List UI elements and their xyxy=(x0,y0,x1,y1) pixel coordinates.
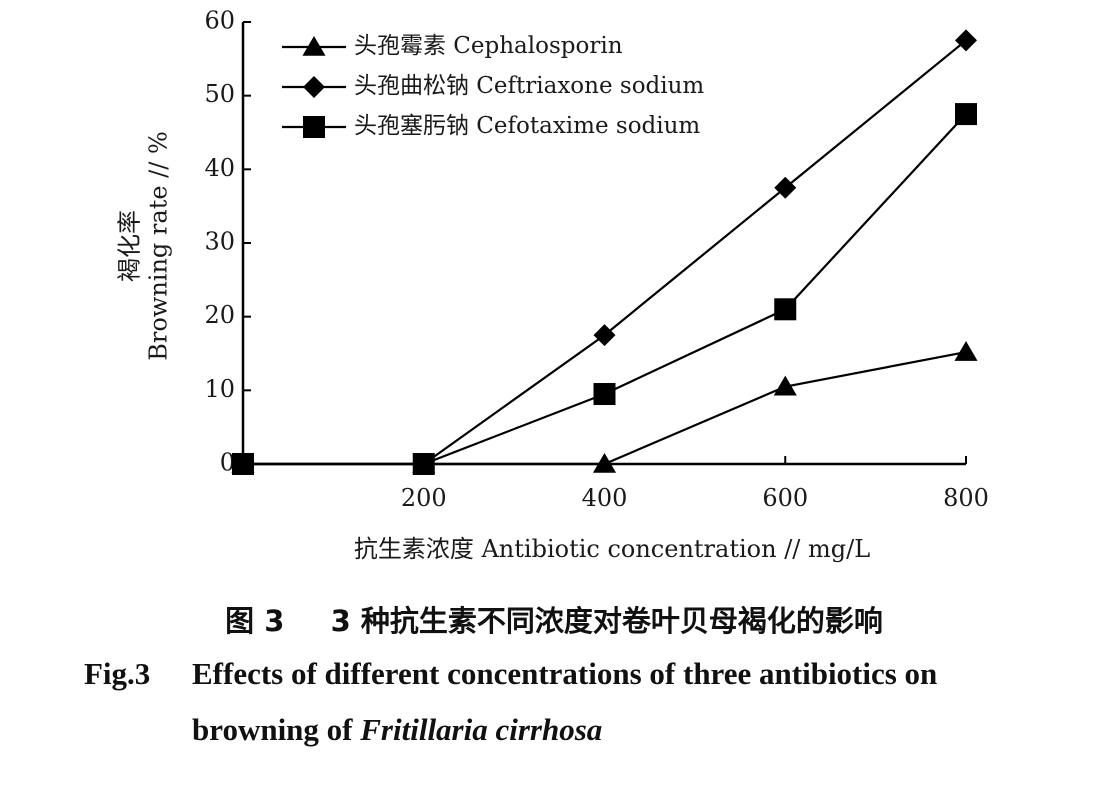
x-ticks: 200 400 600 800 xyxy=(401,456,989,512)
y-ticks: 0 10 20 30 40 50 60 xyxy=(204,7,251,477)
x-tick-label: 200 xyxy=(401,484,447,512)
data-point-square xyxy=(593,383,616,406)
data-point-triangle xyxy=(773,375,797,396)
caption-en-line1-text: Effects of different concentrations of t… xyxy=(192,656,938,691)
line-chart: 0 10 20 30 40 50 60 200 400 600 800 头孢霉素 Cephalos… xyxy=(116,7,989,564)
data-point-square xyxy=(955,103,977,126)
y-tick-label: 50 xyxy=(204,80,235,108)
x-tick-label: 400 xyxy=(582,484,628,512)
data-point-square xyxy=(774,298,797,321)
legend-marker-diamond xyxy=(303,76,325,98)
y-tick-label: 10 xyxy=(204,375,235,403)
y-tick-label: 60 xyxy=(204,7,235,35)
caption-english-line2: browning of Fritillaria cirrhosa xyxy=(192,712,1012,748)
x-tick-label: 600 xyxy=(762,484,808,512)
data-point-diamond xyxy=(774,176,797,199)
data-point-diamond xyxy=(593,324,616,347)
legend-label: 头孢霉素 Cephalosporin xyxy=(354,33,623,59)
series-line-square xyxy=(243,113,967,466)
data-point-square xyxy=(412,453,435,475)
caption-cn-text: 3 种抗生素不同浓度对卷叶贝母褐化的影响 xyxy=(330,604,883,638)
series-line-triangle xyxy=(243,350,967,466)
series-markers xyxy=(231,29,978,475)
caption-chinese: 图 3 3 种抗生素不同浓度对卷叶贝母褐化的影响 xyxy=(0,598,1108,640)
caption-english-line1: Fig.3 Effects of different concentrations… xyxy=(84,656,1024,692)
data-point-triangle xyxy=(592,453,617,473)
y-tick-label: 20 xyxy=(204,301,235,329)
y-axis-title-en: Browning rate // % xyxy=(145,131,173,361)
legend-label: 头孢塞肟钠 Cefotaxime sodium xyxy=(354,113,700,139)
caption-species-name: Fritillaria cirrhosa xyxy=(360,712,603,747)
caption-en-line2-prefix: browning of xyxy=(192,712,361,747)
caption-en-label: Fig.3 xyxy=(84,656,151,691)
y-tick-label: 0 xyxy=(220,449,235,477)
data-point-diamond xyxy=(955,29,977,52)
y-tick-label: 30 xyxy=(204,228,235,256)
legend-label: 头孢曲松钠 Ceftriaxone sodium xyxy=(354,73,704,99)
y-axis-title-cn: 褐化率 xyxy=(116,210,144,282)
legend: 头孢霉素 Cephalosporin 头孢曲松钠 Ceftriaxone sodi… xyxy=(282,33,704,139)
legend-marker-square xyxy=(303,116,325,138)
data-point-triangle xyxy=(954,341,978,361)
caption-cn-label: 图 3 xyxy=(225,604,285,638)
y-tick-label: 40 xyxy=(204,154,235,182)
x-tick-label: 800 xyxy=(943,484,989,512)
data-point-square xyxy=(232,453,254,475)
legend-marker-triangle xyxy=(302,36,326,56)
x-axis-title: 抗生素浓度 Antibiotic concentration // mg/L xyxy=(354,535,870,563)
